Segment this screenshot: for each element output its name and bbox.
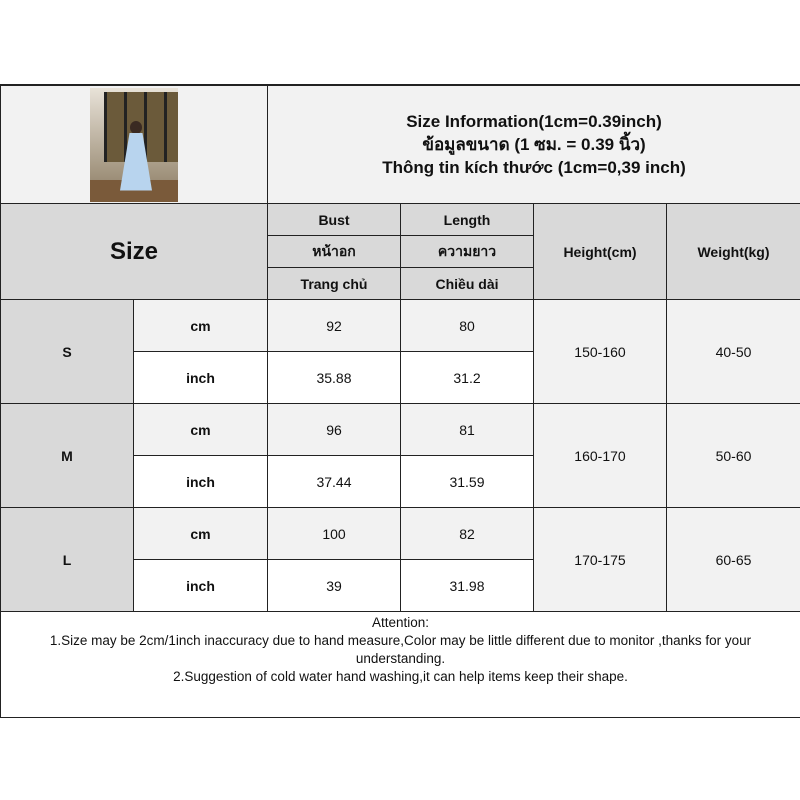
height-value: 150-160 [534,300,667,404]
length-header-vi: Chiều dài [401,268,534,300]
bust-cm: 92 [268,300,401,352]
weight-header: Weight(kg) [667,204,800,300]
height-value: 160-170 [534,404,667,508]
product-photo-cell [1,86,268,204]
length-cm: 82 [401,508,534,560]
bust-cm: 100 [268,508,401,560]
unit-cm: cm [134,508,268,560]
size-label: M [1,404,134,508]
height-header: Height(cm) [534,204,667,300]
product-photo [90,87,178,202]
weight-value: 60-65 [667,508,800,612]
bust-header-th: หน้าอก [268,236,401,268]
size-label: S [1,300,134,404]
size-header: Size [1,204,268,300]
bust-cm: 96 [268,404,401,456]
height-value: 170-175 [534,508,667,612]
length-inch: 31.2 [401,352,534,404]
title-english: Size Information(1cm=0.39inch) [406,112,662,131]
title-vietnamese: Thông tin kích thước (1cm=0,39 inch) [382,158,686,177]
note-line-2: 2.Suggestion of cold water hand washing,… [173,669,628,684]
bust-inch: 39 [268,560,401,612]
unit-cm: cm [134,300,268,352]
length-header-en: Length [401,204,534,236]
bust-header-vi: Trang chủ [268,268,401,300]
size-label: L [1,508,134,612]
length-header-th: ความยาว [401,236,534,268]
unit-inch: inch [134,560,268,612]
length-inch: 31.98 [401,560,534,612]
length-cm: 80 [401,300,534,352]
title-thai: ข้อมูลขนาด (1 ซม. = 0.39 นิ้ว) [422,135,646,154]
bust-inch: 35.88 [268,352,401,404]
unit-inch: inch [134,456,268,508]
weight-value: 50-60 [667,404,800,508]
bust-header-en: Bust [268,204,401,236]
weight-value: 40-50 [667,300,800,404]
notes-heading: Attention: [371,615,430,630]
length-cm: 81 [401,404,534,456]
size-chart-table: Size Information(1cm=0.39inch) ข้อมูลขนา… [0,84,800,718]
attention-notes: Attention: 1.Size may be 2cm/1inch inacc… [1,612,800,718]
unit-cm: cm [134,404,268,456]
bust-inch: 37.44 [268,456,401,508]
length-inch: 31.59 [401,456,534,508]
unit-inch: inch [134,352,268,404]
size-info-title: Size Information(1cm=0.39inch) ข้อมูลขนา… [268,86,800,204]
note-line-1: 1.Size may be 2cm/1inch inaccuracy due t… [49,633,752,666]
